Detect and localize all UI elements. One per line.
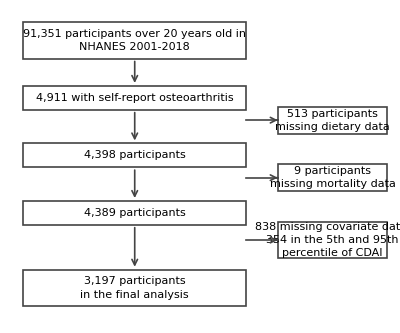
- Text: 4,389 participants: 4,389 participants: [84, 208, 186, 218]
- FancyBboxPatch shape: [278, 107, 387, 134]
- Text: 4,398 participants: 4,398 participants: [84, 150, 186, 160]
- FancyBboxPatch shape: [278, 164, 387, 191]
- Text: 838 missing covariate data,
354 in the 5th and 95th
percentile of CDAI: 838 missing covariate data, 354 in the 5…: [255, 222, 400, 258]
- FancyBboxPatch shape: [23, 143, 246, 167]
- FancyBboxPatch shape: [23, 86, 246, 110]
- FancyBboxPatch shape: [23, 201, 246, 225]
- Text: 91,351 participants over 20 years old in
NHANES 2001-2018: 91,351 participants over 20 years old in…: [23, 29, 246, 52]
- FancyBboxPatch shape: [23, 270, 246, 306]
- FancyBboxPatch shape: [278, 222, 387, 258]
- Text: 513 participants
missing dietary data: 513 participants missing dietary data: [275, 109, 390, 132]
- Text: 9 participants
missing mortality data: 9 participants missing mortality data: [270, 166, 396, 189]
- FancyBboxPatch shape: [23, 22, 246, 59]
- Text: 4,911 with self-report osteoarthritis: 4,911 with self-report osteoarthritis: [36, 93, 234, 103]
- Text: 3,197 participants
in the final analysis: 3,197 participants in the final analysis: [80, 276, 189, 300]
